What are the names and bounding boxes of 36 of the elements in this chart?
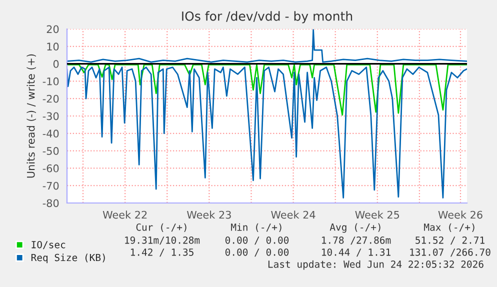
y-tick-label: -60 <box>42 164 59 172</box>
x-tick-label: Week 25 <box>355 210 400 219</box>
y-tick-label: -40 <box>42 130 59 138</box>
line-series <box>67 66 467 198</box>
x-tick-label: Week 24 <box>271 210 316 219</box>
line-series <box>67 29 467 63</box>
text: 0.00 / 0.00 <box>225 248 289 257</box>
text: Last update: Wed Jun 24 22:05:32 2026 <box>268 260 484 270</box>
text: 51.52 / 2.71 <box>416 236 484 245</box>
text: 1.78 /27.86m <box>322 236 391 245</box>
text: Max (-/+) <box>424 223 474 232</box>
y-tick-label: 10 <box>47 42 59 51</box>
x-tick-label: Week 26 <box>438 210 482 219</box>
text: Avg (-/+) <box>330 223 380 233</box>
text: 1.42 / 1.35 <box>130 248 194 257</box>
y-tick-label: -20 <box>42 94 59 103</box>
y-tick-label: 20 <box>46 25 59 34</box>
text: 131.07 /266.70 <box>410 248 490 257</box>
chart-title: IOs for /dev/vdd - by month <box>182 11 352 24</box>
text: 10.44 / 1.31 <box>322 248 390 257</box>
y-tick-label: 0 <box>53 60 59 68</box>
x-tick-label: Week 22 <box>102 210 147 219</box>
y-tick-label: -50 <box>42 147 59 155</box>
y-axis-title: Units read (-) / write (+) <box>26 54 36 178</box>
y-tick-label: -10 <box>42 77 59 86</box>
text: 0.00 / 0.00 <box>225 236 289 245</box>
legend-label: IO/sec <box>32 240 66 250</box>
y-tick-label: -70 <box>42 182 59 190</box>
text: Min (-/+) <box>231 223 282 232</box>
line-series <box>67 64 467 116</box>
text: Cur (-/+) <box>136 223 186 232</box>
y-tick-label: -80 <box>42 199 59 208</box>
legend-label: Req Size (KB) <box>31 254 105 264</box>
text: 19.31m/10.28m <box>125 236 200 245</box>
y-tick-label: -30 <box>42 112 59 120</box>
x-tick-label: Week 23 <box>186 210 231 219</box>
